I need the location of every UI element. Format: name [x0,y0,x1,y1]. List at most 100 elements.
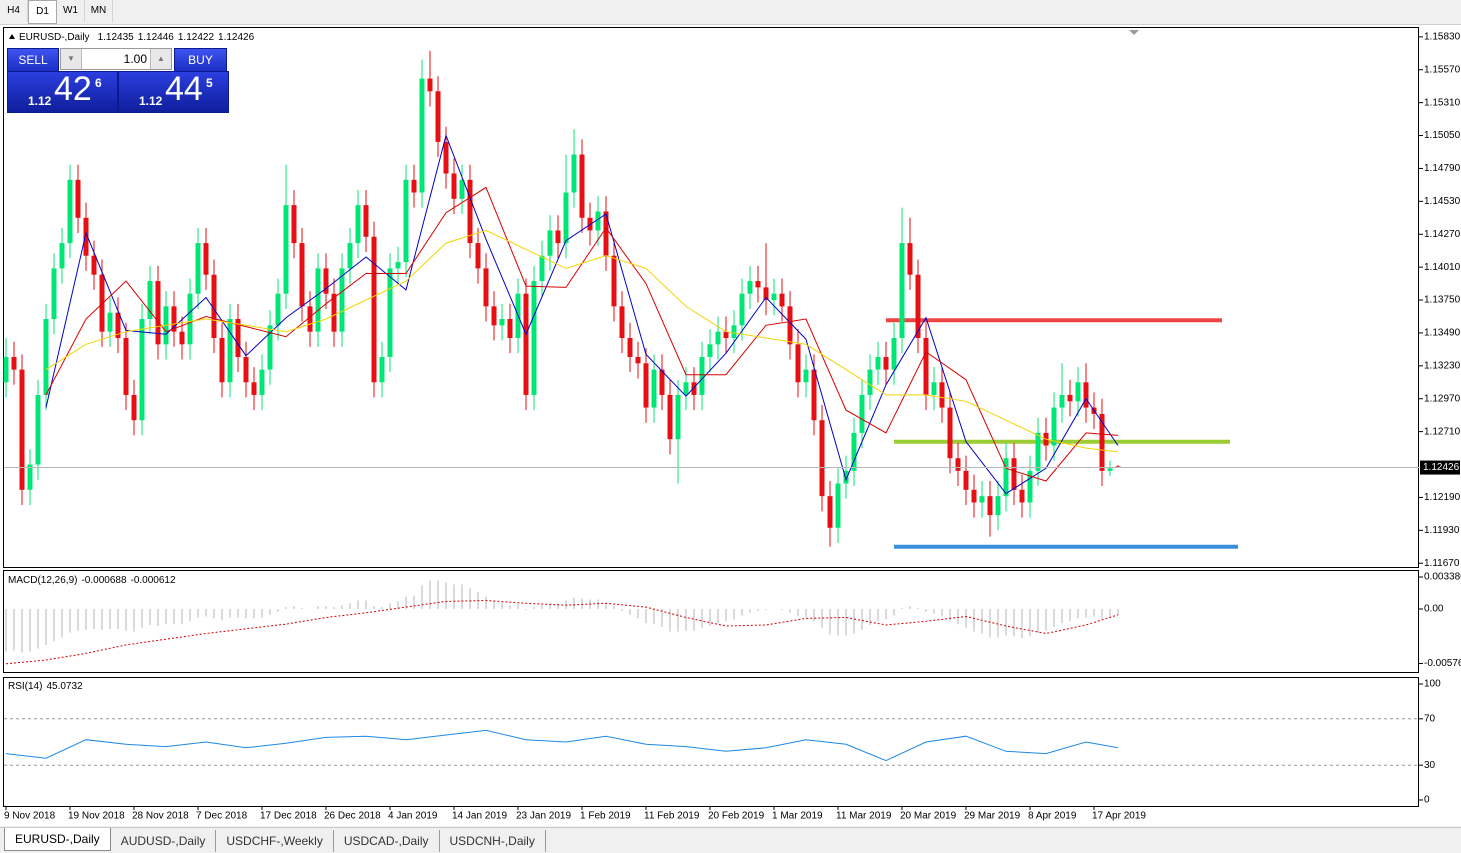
candle-body [372,237,377,383]
candle-body [420,79,425,193]
candle-body [468,180,473,243]
y-tick-label: 70 [1424,713,1436,724]
candle-body [476,243,481,268]
candle-body [636,357,641,363]
candle-body [932,382,937,395]
volume-field[interactable]: ▼ 1.00 ▲ [60,48,172,70]
x-tick-label: 7 Dec 2018 [196,811,248,822]
candle-body [580,155,585,218]
chart: 1.158301.155701.153101.150501.147901.145… [0,0,1461,826]
volume-step[interactable]: ▲ [150,49,171,69]
candle-body [708,344,713,357]
candle-body [1012,458,1017,490]
candle-body [1084,382,1089,407]
candle-body [564,192,569,243]
candle-body [924,338,929,395]
chart-tab[interactable]: USDCHF-,Weekly [216,830,333,852]
candle-body [36,395,41,465]
x-tick-label: 9 Nov 2018 [4,811,56,822]
candle-body [908,243,913,275]
chart-tab[interactable]: AUDUSD-,Daily [111,830,217,852]
candle-body [52,268,57,319]
candle-body [188,294,193,345]
candle-body [484,268,489,306]
candle-body [28,465,33,490]
chart-tab[interactable]: EURUSD-,Daily [4,828,111,851]
candle-body [388,268,393,357]
candle-body [996,496,1001,515]
ask-digits: 44 [165,70,203,109]
candle-body [620,306,625,338]
current-price-label: 1.12426 [1423,462,1460,473]
candle-body [68,180,73,243]
candle-body [948,408,953,459]
candle-body [252,382,257,395]
y-tick-label: 1.13490 [1424,328,1461,339]
macd-title: MACD(12,26,9) [8,575,77,586]
sell-button[interactable]: SELL [7,48,59,72]
bid-price[interactable]: 1.12 42 6 [7,71,118,113]
y-tick-label: 1.15310 [1424,97,1461,108]
candle-body [772,294,777,300]
chart-tab[interactable]: USDCAD-,Daily [334,830,440,852]
candle-body [972,490,977,503]
candle-body [228,319,233,382]
close-value: 1.12426 [218,32,255,43]
bid-digits: 42 [54,70,92,109]
signal-value: -0.000612 [131,575,176,586]
x-tick-label: 20 Mar 2019 [900,811,957,822]
y-tick-label: 1.14010 [1424,262,1461,273]
candle-body [220,338,225,382]
candle-body [900,243,905,338]
candle-body [780,294,785,307]
candle-body [180,332,185,345]
candle-body [612,256,617,307]
x-tick-label: 23 Jan 2019 [516,811,571,822]
candle-body [860,395,865,433]
symbol-title: EURUSD-,Daily [19,32,90,43]
candle-body [292,205,297,243]
candle-body [1068,395,1073,401]
candle-body [412,180,417,193]
volume-dropdown[interactable]: ▼ [61,49,82,69]
candle-body [540,256,545,281]
candle-body [364,205,369,237]
candle-body [396,262,401,268]
candle-body [788,306,793,344]
y-tick-label: 100 [1424,679,1441,690]
x-tick-label: 26 Dec 2018 [324,811,381,822]
candle-body [740,294,745,326]
macd-header: MACD(12,26,9)-0.000688-0.000612 [8,575,176,586]
open-value: 1.12435 [98,32,135,43]
buy-button[interactable]: BUY [174,48,227,72]
high-value: 1.12446 [138,32,175,43]
bid-pip: 6 [95,76,102,90]
candle-body [60,243,65,268]
chart-tab[interactable]: USDCNH-,Daily [440,830,546,852]
x-tick-label: 4 Jan 2019 [388,811,438,822]
candle-body [300,243,305,306]
candle-body [884,357,889,370]
x-tick-label: 29 Mar 2019 [964,811,1021,822]
candle-body [204,243,209,275]
candle-body [20,370,25,490]
y-tick-label: 1.11930 [1424,525,1460,536]
candle-body [892,338,897,370]
candle-body [380,357,385,382]
y-tick-label: 1.13750 [1424,295,1461,306]
candle-body [444,142,449,174]
candle-body [628,338,633,357]
ask-price[interactable]: 1.12 44 5 [118,71,229,113]
candle-body [508,319,513,338]
candle-body [124,338,129,395]
chart-tabs: EURUSD-,Daily AUDUSD-,Daily USDCHF-,Week… [0,827,1461,853]
candle-body [436,91,441,142]
one-click-trading: SELL ▼ 1.00 ▲ BUY 1.12 42 6 1.12 44 5 [6,47,226,112]
candle-body [108,313,113,332]
y-tick-label: 0.003386 [1424,572,1461,583]
y-tick-label: 1.15050 [1424,130,1461,141]
candle-body [500,319,505,325]
x-tick-label: 8 Apr 2019 [1028,811,1077,822]
